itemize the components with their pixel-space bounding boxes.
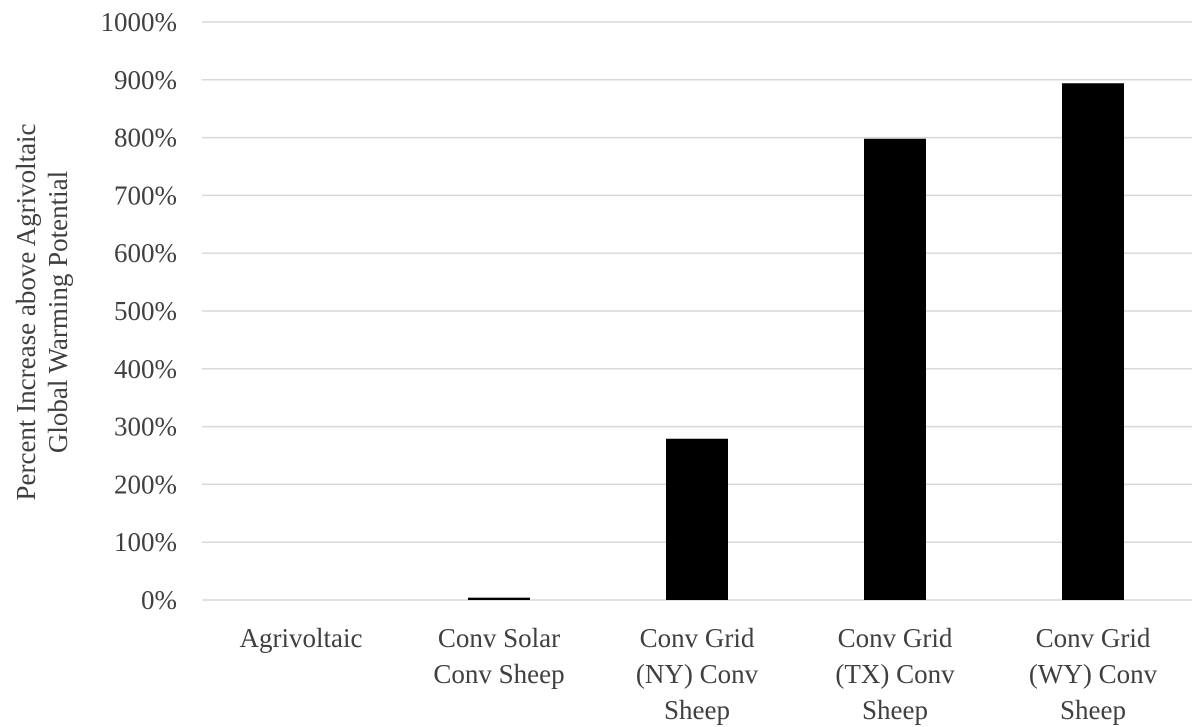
y-tick-label: 300% <box>114 412 177 442</box>
y-tick-label: 900% <box>114 65 177 95</box>
x-category-label-line: Sheep <box>1060 695 1126 725</box>
x-category-label-line: Conv Grid <box>640 623 755 653</box>
bars <box>468 83 1124 601</box>
x-category-label-line: Sheep <box>664 695 730 725</box>
y-tick-label: 1000% <box>101 7 178 37</box>
y-axis-label: Percent Increase above Agrivoltaic Globa… <box>11 123 73 500</box>
bar <box>864 138 926 601</box>
y-tick-label: 800% <box>114 123 177 153</box>
x-category-label-line: Agrivoltaic <box>240 623 363 653</box>
x-category-label-line: Conv Grid <box>838 623 953 653</box>
y-tick-label: 200% <box>114 469 177 499</box>
y-axis-label-line-2: Global Warming Potential <box>43 171 73 453</box>
x-category-label-line: (NY) Conv <box>636 659 759 689</box>
x-category-label-line: (TX) Conv <box>835 659 955 689</box>
x-category-label: Conv Grid (TX) Conv Sheep <box>835 623 955 725</box>
bar <box>666 438 728 600</box>
bar <box>1062 83 1124 600</box>
x-category-label: Conv Grid (WY) Conv Sheep <box>1029 623 1158 725</box>
x-category-label: Agrivoltaic <box>240 623 363 653</box>
x-category-label-line: Conv Solar <box>438 623 560 653</box>
y-tick-label: 500% <box>114 296 177 326</box>
x-axis-categories: Agrivoltaic Conv Solar Conv Sheep Conv Grid… <box>240 623 1158 725</box>
x-category-label-line: Conv Sheep <box>433 659 564 689</box>
y-tick-label: 600% <box>114 238 177 268</box>
x-category-label-line: Sheep <box>862 695 928 725</box>
x-category-label: Conv Solar Conv Sheep <box>433 623 564 689</box>
y-axis-label-line-1: Percent Increase above Agrivoltaic <box>11 123 41 500</box>
x-category-label-line: Conv Grid <box>1036 623 1151 653</box>
y-tick-label: 0% <box>141 585 177 615</box>
gridlines <box>202 21 1192 601</box>
x-category-label-line: (WY) Conv <box>1029 659 1158 689</box>
y-tick-label: 100% <box>114 527 177 557</box>
x-category-label: Conv Grid (NY) Conv Sheep <box>636 623 759 725</box>
y-axis-ticks: 0% 100% 200% 300% 400% 500% 600% 700% 800% 900% 10… <box>101 7 178 615</box>
y-tick-label: 700% <box>114 180 177 210</box>
y-tick-label: 400% <box>114 354 177 384</box>
bar <box>468 597 530 600</box>
